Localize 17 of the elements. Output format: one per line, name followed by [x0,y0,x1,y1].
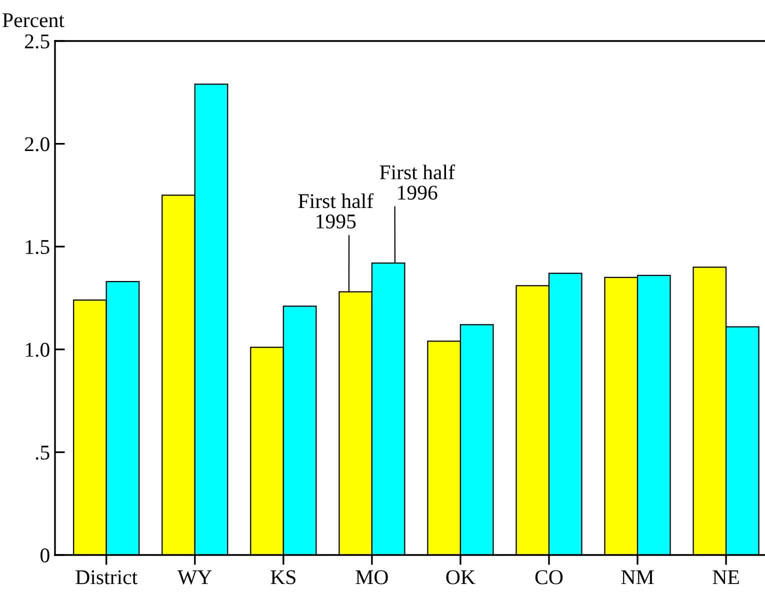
text: First half 1996 [380,164,455,200]
text: First half 1995 [298,193,374,228]
x-tick-label: NM [621,570,654,584]
y-tick-label: 1.0 [26,342,50,357]
x-tick-label: KS [270,570,296,584]
x-tick-label: NE [712,570,739,584]
y-tick-label: .5 [36,446,50,460]
y-tick-label: 2.0 [25,137,50,152]
x-tick-label: WY [178,570,212,584]
x-tick-label: CO [535,570,563,584]
x-tick-label: MO [356,570,388,584]
y-tick-label: 2.5 [25,34,50,49]
y-axis-title: Percent [2,13,64,28]
y-tick-label: 1.5 [26,240,50,254]
x-tick-label: District [76,570,138,584]
x-tick-label: OK [446,570,476,584]
y-tick-label: 0 [40,548,50,562]
